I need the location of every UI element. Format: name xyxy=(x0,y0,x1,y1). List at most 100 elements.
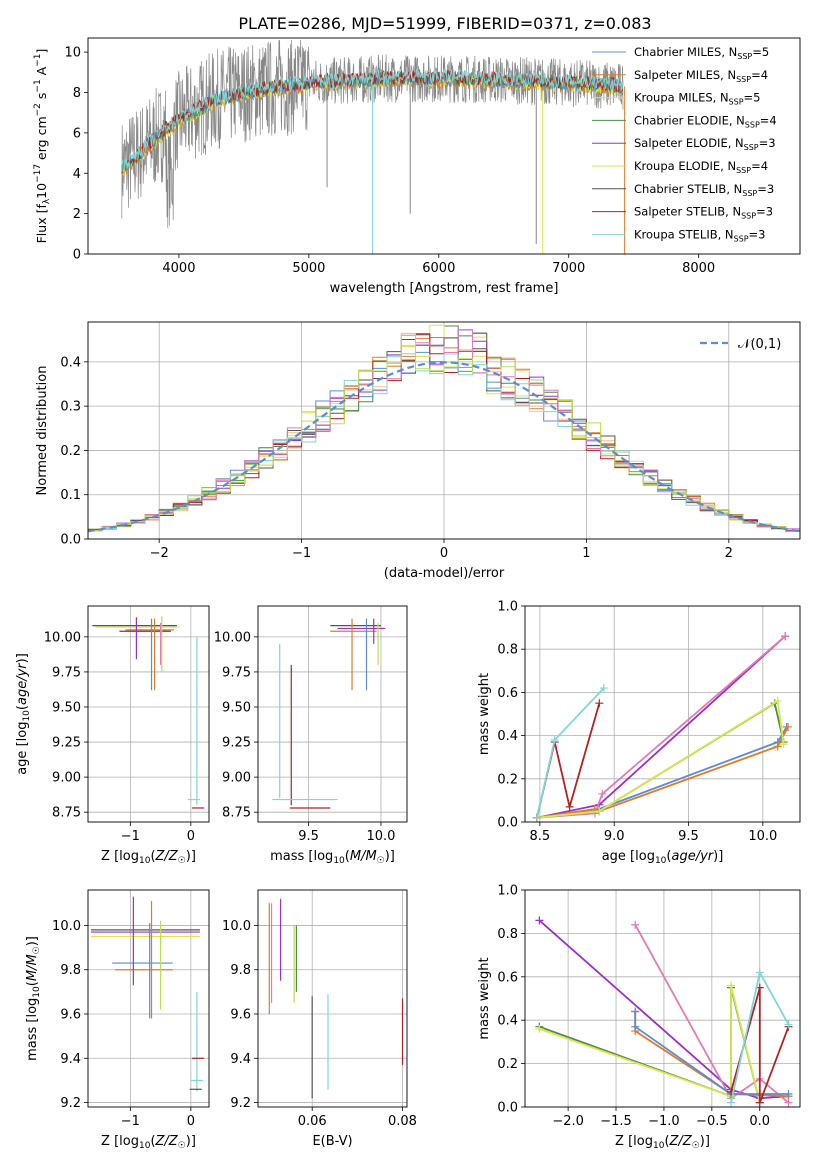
legend-entry: Chabrier ELODIE, NSSP=4 xyxy=(634,113,777,129)
tick-label-y: 0.4 xyxy=(497,1014,518,1029)
axes-mass-vs-ebv: 0.06 0.08 9.2 9.4 9.6 9.8 10.0 E(B-V) xyxy=(222,889,417,1149)
y-axis-label: age [log10(age/yr)] xyxy=(15,653,32,775)
tick-label-y: 10.00 xyxy=(214,630,251,645)
series-line xyxy=(634,924,790,1104)
legend-entry: 𝒩(0,1) xyxy=(738,337,781,352)
axes-mass-vs-Z: −1 0 9.2 9.4 9.6 9.8 10.0 Z [log10(Z/Z☉)] mass [… xyxy=(25,889,210,1151)
tick-label-y: 0.2 xyxy=(497,772,518,787)
tick-label-x: 8.5 xyxy=(530,829,551,844)
tick-label-y: 9.00 xyxy=(52,771,81,786)
tick-label-y: 0.1 xyxy=(60,488,81,503)
legend-entry: Kroupa MILES, NSSP=5 xyxy=(634,91,760,107)
tick-label-y: 0.8 xyxy=(497,927,518,942)
legend-entry: Chabrier STELIB, NSSP=3 xyxy=(634,182,774,198)
axes-frame xyxy=(87,605,210,823)
grid xyxy=(88,890,209,1107)
tick-label-y: 6 xyxy=(73,126,81,141)
series-line xyxy=(536,687,605,818)
tick-label-y: 2 xyxy=(73,207,81,222)
x-axis-label: mass [log10(M/M☉)] xyxy=(270,849,395,866)
tick-label-x: −1 xyxy=(121,1114,140,1129)
x-axis-label: Z [log10(Z/Z☉)] xyxy=(101,1134,196,1151)
y-axis-label: Normed distribution xyxy=(35,366,50,496)
x-axis-label: wavelength [Angstrom, rest frame] xyxy=(330,281,559,296)
series-line xyxy=(730,987,790,1104)
tick-label-y: 0.4 xyxy=(60,355,81,370)
axes-weight-vs-Z: −2.0 −1.5 −1.0 −0.5 0.0 0.0 0.2 0.4 0.6 0.8 1.0 Z [… xyxy=(477,884,801,1151)
tick-label-y: 9.2 xyxy=(60,1096,81,1111)
tick-label-y: 9.00 xyxy=(222,771,251,786)
tick-label-x: 9.5 xyxy=(298,829,319,844)
plot-area xyxy=(535,916,793,1107)
tick-label-y: 9.75 xyxy=(52,665,81,680)
tick-label-x: 0 xyxy=(440,546,448,561)
axes-frame xyxy=(87,889,210,1108)
series-marker xyxy=(631,920,640,929)
y-axis-label: Flux [fλ10−17 erg cm−2 s−1 A−1] xyxy=(33,49,52,244)
series-marker xyxy=(779,740,788,749)
tick-label-y: 10.00 xyxy=(44,630,81,645)
tick-label-x: 1 xyxy=(582,546,590,561)
model-spectrum xyxy=(121,70,624,174)
grid xyxy=(525,889,800,1108)
tick-label-y: 10 xyxy=(64,46,81,61)
tick-label-y: 9.8 xyxy=(60,963,81,978)
series-marker xyxy=(595,699,604,708)
plot-area xyxy=(92,615,205,809)
series-marker xyxy=(565,802,574,811)
series-marker xyxy=(784,722,793,731)
tick-label-y: 1.0 xyxy=(497,600,518,615)
plot-area xyxy=(272,618,386,809)
axes-frame xyxy=(524,605,801,823)
tick-label-y: 0.0 xyxy=(497,816,518,831)
tick-label-x: −0.5 xyxy=(696,1114,728,1129)
figure-title: PLATE=0286, MJD=51999, FIBERID=0371, z=0… xyxy=(238,14,651,33)
tick-label-y: 0.8 xyxy=(497,643,518,658)
axes-spectrum: 4000 5000 6000 7000 8000 0 2 4 6 8 10 wavelength [A… xyxy=(33,37,801,296)
series-marker xyxy=(535,916,544,925)
tick-label-x: 10.0 xyxy=(366,829,395,844)
tick-label-y: 9.50 xyxy=(52,700,81,715)
model-spectrum xyxy=(121,68,624,173)
tick-label-y: 9.8 xyxy=(230,963,251,978)
tick-label-x: −2.0 xyxy=(552,1114,584,1129)
tick-label-y: 9.25 xyxy=(222,736,251,751)
axes-weight-vs-age: 8.5 9.0 9.5 10.0 0.0 0.2 0.4 0.6 0.8 1.0 age [log1… xyxy=(477,600,801,866)
series-marker xyxy=(631,1007,640,1016)
legend-entry: Salpeter STELIB, NSSP=3 xyxy=(634,205,773,221)
series-marker xyxy=(773,742,782,751)
tick-label-y: 9.6 xyxy=(60,1008,81,1023)
tick-label-y: 0 xyxy=(73,248,81,263)
tick-label-y: 8 xyxy=(73,86,81,101)
x-axis-label: Z [log10(Z/Z☉)] xyxy=(615,1134,710,1151)
tick-label-x: 9.0 xyxy=(604,829,625,844)
x-axis-label: Z [log10(Z/Z☉)] xyxy=(101,849,196,866)
legend-entry: Salpeter ELODIE, NSSP=3 xyxy=(634,136,776,152)
series-marker xyxy=(727,1098,736,1107)
tick-label-x: 2 xyxy=(725,546,733,561)
tick-label-y: 0.2 xyxy=(497,1057,518,1072)
tick-label-y: 0.4 xyxy=(497,729,518,744)
plot-area xyxy=(532,632,793,822)
axes-age-vs-mass: 9.5 10.0 8.75 9.00 9.25 9.50 9.75 10.00 mass [lo… xyxy=(214,605,408,866)
tick-label-x: −1.0 xyxy=(648,1114,680,1129)
tick-label-y: 1.0 xyxy=(497,884,518,899)
series-marker xyxy=(755,968,764,977)
series-line xyxy=(539,985,761,1103)
tick-label-x: −1.5 xyxy=(600,1114,632,1129)
series-marker xyxy=(598,789,607,798)
tick-label-x: 5000 xyxy=(292,261,325,276)
tick-label-y: 9.50 xyxy=(222,700,251,715)
tick-label-x: 0.0 xyxy=(749,1114,770,1129)
tick-label-y: 8.75 xyxy=(222,806,251,821)
tick-label-y: 0.6 xyxy=(497,686,518,701)
axes-frame xyxy=(524,889,801,1108)
tick-label-x: 6000 xyxy=(422,261,455,276)
legend-entry: Salpeter MILES, NSSP=4 xyxy=(634,68,768,84)
tick-label-x: 8000 xyxy=(682,261,715,276)
legend: Chabrier MILES, NSSP=5 Salpeter MILES, NS… xyxy=(592,45,777,243)
histogram-step xyxy=(88,332,800,533)
tick-label-x: 0 xyxy=(187,1114,195,1129)
